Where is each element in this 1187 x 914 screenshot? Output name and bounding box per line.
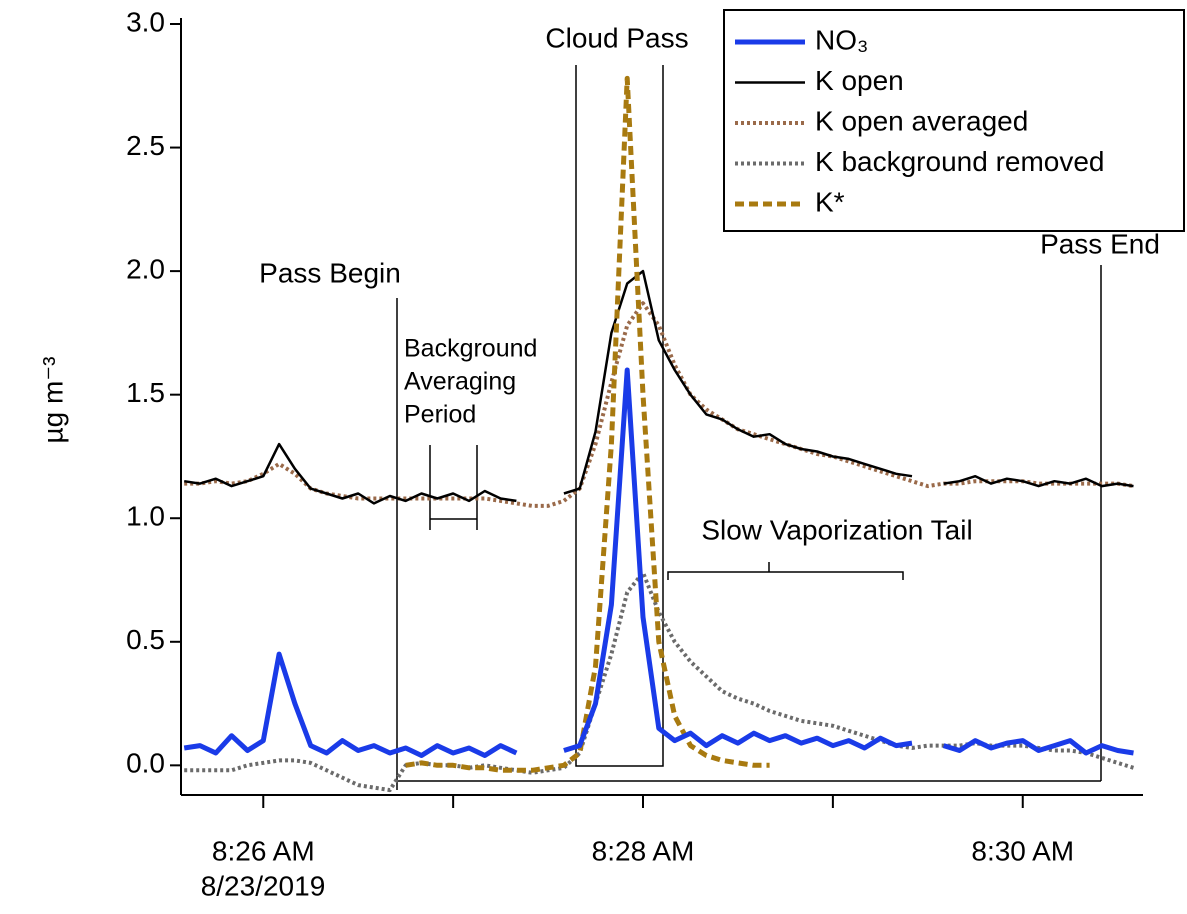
series-line [184, 269, 1134, 505]
series-line [405, 75, 770, 773]
y-tick-label: 1.0 [126, 501, 165, 532]
annotation: Averaging [404, 368, 516, 396]
y-tick-label: 3.0 [126, 6, 165, 37]
background-bracket [429, 445, 478, 530]
legend-label: K* [815, 186, 845, 217]
legend-label: K background removed [815, 146, 1105, 177]
annotation: Pass Begin [259, 257, 401, 288]
y-tick-label: 1.5 [126, 377, 165, 408]
legend-label: K open [815, 65, 904, 96]
series-line [184, 570, 1135, 793]
legend-label: NO₃ [815, 24, 868, 55]
y-axis-label: µg m⁻³ [37, 357, 68, 444]
series-line [183, 367, 1134, 758]
y-tick-label: 2.5 [126, 130, 165, 161]
x-tick-label: 8:26 AM [212, 835, 315, 866]
annotation: Background [404, 335, 537, 363]
legend-box [723, 9, 1185, 232]
x-tick-label: 8:28 AM [592, 835, 695, 866]
tail-bracket [667, 562, 904, 580]
annotation: Slow Vaporization Tail [701, 514, 972, 545]
y-tick-label: 2.0 [126, 254, 165, 285]
annotation: Period [404, 401, 476, 429]
annotation: Pass End [1040, 228, 1160, 259]
legend-label: K open averaged [815, 105, 1028, 136]
y-tick-label: 0.5 [126, 624, 165, 655]
x-tick-label: 8:30 AM [971, 835, 1074, 866]
cloud-pass-box [575, 65, 664, 767]
y-tick-label: 0.0 [126, 748, 165, 779]
annotation: Cloud Pass [545, 22, 688, 53]
date-label: 8/23/2019 [201, 870, 326, 901]
series-line [184, 301, 1134, 508]
